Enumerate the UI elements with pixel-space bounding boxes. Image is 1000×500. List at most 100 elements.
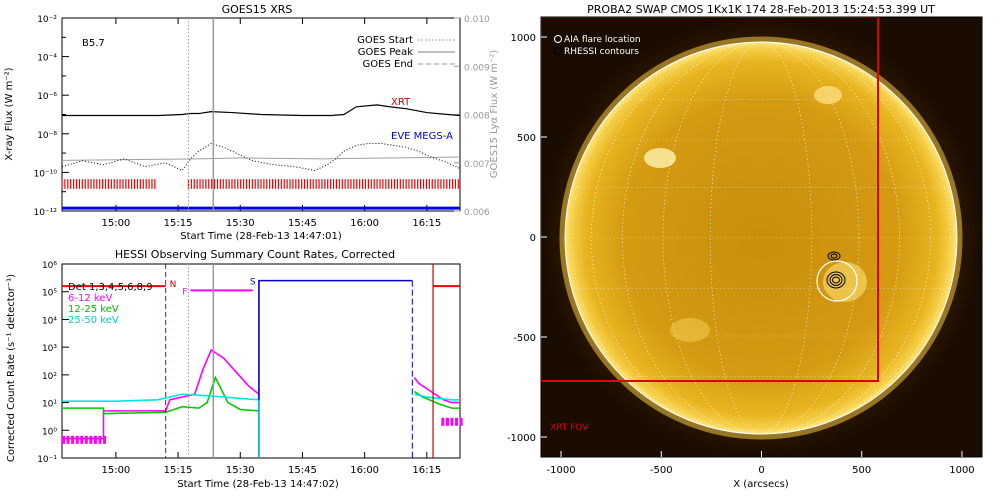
hessi-magenta-block bbox=[80, 435, 84, 444]
hessi-plot-area bbox=[61, 263, 461, 459]
goes-x-tick-label-0: 15:00 bbox=[101, 218, 130, 229]
hessi-magenta-block bbox=[455, 417, 459, 426]
hessi-y-tick-label-0: 10⁶ bbox=[42, 261, 57, 271]
hessi-magenta-block bbox=[450, 417, 454, 426]
hessi-magenta-block bbox=[441, 417, 445, 426]
goes-xrt-line bbox=[62, 104, 461, 117]
hessi-legend: Det 1,3,4,5,6,8,9 6-12 keV 12-25 keV 25-… bbox=[68, 282, 153, 326]
rhessi-contours bbox=[826, 251, 846, 289]
hessi-x-tick-label-3: 15:45 bbox=[288, 465, 317, 476]
swap-y-tick-label-2: 0 bbox=[530, 233, 536, 244]
goes-y-tick-label-2: 10⁻⁶ bbox=[37, 92, 57, 102]
swap-x-tick-label-2: 0 bbox=[758, 465, 764, 476]
goes-y-tick-label-3: 10⁻⁸ bbox=[37, 131, 57, 141]
goes-title: GOES15 XRS bbox=[222, 3, 293, 16]
rhessi-contour-4 bbox=[827, 251, 841, 261]
legend-aia-symbol bbox=[554, 35, 562, 43]
active-region-south bbox=[670, 318, 710, 342]
hessi-data-marks: NF S bbox=[62, 264, 463, 458]
swap-image: XRT FOV AIA flare location RHESSI contou… bbox=[541, 17, 982, 457]
hessi-y-tick-label-6: 10⁰ bbox=[42, 427, 57, 437]
goes-y-tick-labels: 10⁻² 10⁻⁴ 10⁻⁶ 10⁻⁸ 10⁻¹⁰ 10⁻¹² bbox=[34, 15, 58, 218]
hessi-x-tick-label-5: 16:15 bbox=[412, 465, 441, 476]
swap-panel: PROBA2 SWAP CMOS 1Kx1K 174 28-Feb-2013 1… bbox=[507, 3, 983, 490]
hessi-y-tick-label-4: 10² bbox=[42, 372, 57, 382]
legend-rhessi-symbol bbox=[554, 47, 562, 55]
grid-longitude-10 bbox=[571, 41, 951, 435]
hessi-y-tick-label-1: 10⁵ bbox=[42, 289, 57, 299]
hessi-legend-6-12: 6-12 keV bbox=[68, 293, 112, 304]
goes-xrs-panel: GOES15 XRS 10⁻² 10⁻⁴ 10⁻⁶ 10⁻⁸ 10⁻¹⁰ 10⁻¹² 0.… bbox=[4, 3, 500, 242]
swap-title: PROBA2 SWAP CMOS 1Kx1K 174 28-Feb-2013 1… bbox=[587, 3, 935, 16]
swap-y-tick-label-1: 500 bbox=[517, 133, 536, 144]
swap-legend: AIA flare location RHESSI contours bbox=[554, 35, 641, 57]
hessi-y-axis-label: Corrected Count Rate (s⁻¹ detector⁻¹) bbox=[6, 274, 17, 462]
goes-lya-line bbox=[61, 156, 461, 161]
goes-legend-peak: GOES Peak bbox=[358, 47, 413, 58]
hessi-series-0-part-1 bbox=[413, 377, 460, 404]
legend-rhessi-label: RHESSI contours bbox=[564, 47, 639, 57]
goes-y2-tick-label-4: 0.006 bbox=[464, 208, 490, 218]
goes-y2-tick-labels: 0.010 0.009 0.008 0.007 0.006 bbox=[454, 15, 490, 218]
hessi-magenta-block bbox=[62, 435, 65, 444]
swap-limb-line bbox=[564, 41, 958, 435]
goes-class-label: B5.7 bbox=[82, 38, 105, 49]
grid-longitude-7 bbox=[662, 41, 860, 435]
hessi-legend-25-50: 25-50 keV bbox=[68, 315, 119, 326]
goes-y2-axis-label: GOES15 Lyα Flux (W m⁻²) bbox=[489, 50, 500, 178]
rhessi-contour-5 bbox=[830, 253, 838, 259]
goes-eve-line bbox=[61, 142, 461, 172]
hessi-y-tick-label-3: 10³ bbox=[42, 344, 57, 354]
hessi-series-2-part-0 bbox=[62, 393, 259, 402]
hessi-magenta-block bbox=[459, 417, 463, 426]
hessi-x-tick-label-1: 15:15 bbox=[164, 465, 193, 476]
hessi-legend-det: Det 1,3,4,5,6,8,9 bbox=[68, 282, 153, 293]
swap-y-tick-label-3: -500 bbox=[513, 333, 536, 344]
active-region-northwest bbox=[814, 86, 842, 104]
swap-x-tick-label-4: 1000 bbox=[949, 465, 974, 476]
rhessi-contour-3 bbox=[832, 276, 840, 284]
goes-y-tick-label-1: 10⁻⁴ bbox=[37, 54, 57, 64]
hessi-magenta-block bbox=[103, 435, 107, 444]
hessi-magenta-block bbox=[66, 435, 70, 444]
hessi-series-1-part-0 bbox=[62, 375, 259, 415]
goes-y2-tick-label-1: 0.009 bbox=[464, 63, 490, 73]
xrt-fov-box bbox=[541, 17, 879, 382]
goes-x-tick-label-3: 15:45 bbox=[288, 218, 317, 229]
goes-x-tick-labels: 15:00 15:15 15:30 15:45 16:00 16:15 bbox=[101, 218, 441, 229]
hessi-y-tick-label-5: 10¹ bbox=[42, 400, 57, 410]
goes-series-label-eve: EVE MEGS-A bbox=[391, 131, 453, 142]
rhessi-contour-2 bbox=[829, 274, 843, 286]
hessi-x-tick-label-0: 15:00 bbox=[101, 465, 130, 476]
hessi-flag-n-label: N bbox=[170, 280, 177, 290]
hessi-magenta-block bbox=[75, 435, 79, 444]
hessi-x-tick-label-4: 16:00 bbox=[350, 465, 379, 476]
hessi-magenta-block bbox=[84, 435, 88, 444]
goes-y2-tick-label-2: 0.008 bbox=[464, 112, 490, 122]
swap-x-axis-label: X (arcsecs) bbox=[733, 479, 789, 490]
hessi-flag-f-label: F bbox=[182, 287, 187, 297]
goes-y-axis-label: X-ray Flux (W m⁻²) bbox=[4, 67, 15, 160]
hessi-title: HESSI Observing Summary Count Rates, Cor… bbox=[115, 248, 395, 261]
hessi-series-2-part-1 bbox=[414, 393, 460, 401]
hessi-y-tick-labels: 10⁶ 10⁵ 10⁴ 10³ 10² 10¹ 10⁰ 10⁻¹ bbox=[37, 261, 57, 465]
goes-y2-tick-label-0: 0.010 bbox=[464, 15, 490, 25]
hessi-y-tick-label-7: 10⁻¹ bbox=[37, 455, 57, 465]
goes-axis-ticks bbox=[62, 17, 428, 212]
hessi-magenta-block bbox=[93, 435, 97, 444]
goes-legend-start: GOES Start bbox=[357, 35, 413, 46]
rhessi-contour-1 bbox=[826, 271, 846, 289]
hessi-panel: HESSI Observing Summary Count Rates, Cor… bbox=[6, 248, 463, 490]
hessi-legend-12-25: 12-25 keV bbox=[68, 304, 119, 315]
hessi-magenta-block bbox=[89, 435, 93, 444]
hessi-x-tick-label-2: 15:30 bbox=[226, 465, 255, 476]
hessi-axis-ticks bbox=[62, 263, 428, 459]
goes-y-tick-label-0: 10⁻² bbox=[37, 15, 57, 25]
hessi-saa-box bbox=[258, 279, 413, 458]
goes-data-marks bbox=[61, 18, 461, 211]
goes-x-tick-label-2: 15:30 bbox=[226, 218, 255, 229]
goes-x-axis-label: Start Time (28-Feb-13 14:47:01) bbox=[180, 231, 342, 242]
grid-longitude-9 bbox=[590, 41, 932, 435]
aia-flare-location bbox=[816, 260, 858, 302]
